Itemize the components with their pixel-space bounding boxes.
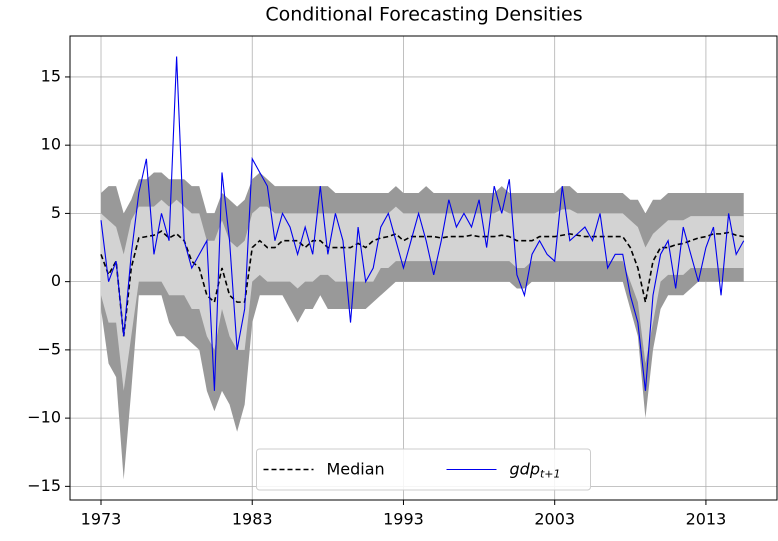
y-tick-label: 15	[41, 66, 61, 85]
chart-title: Conditional Forecasting Densities	[265, 4, 582, 26]
legend-label-sub: t+1	[540, 468, 561, 481]
median-line	[100, 230, 744, 337]
legend-box	[256, 448, 591, 491]
legend-label-main: gdp	[510, 459, 540, 478]
legend-label-main: Median	[327, 459, 385, 478]
legend-label: gdpt+1	[510, 459, 561, 481]
y-tick-label: −10	[27, 408, 61, 427]
x-tick-label: 2013	[686, 510, 727, 529]
x-tick-label: 1983	[232, 510, 273, 529]
plot-frame	[69, 35, 778, 501]
y-tick-label: 10	[41, 135, 61, 154]
x-tick-label: 1993	[383, 510, 424, 529]
x-tick-label: 2003	[534, 510, 575, 529]
x-tick-label: 1973	[81, 510, 122, 529]
y-tick-label: −5	[37, 339, 61, 358]
y-tick-label: −15	[27, 476, 61, 495]
legend-label: Median	[327, 459, 385, 478]
density-band	[101, 199, 744, 391]
y-tick-label: 5	[51, 203, 61, 222]
gdp-line	[100, 56, 745, 391]
y-tick-label: 0	[51, 271, 61, 290]
legend: Median gdpt+1	[256, 448, 591, 491]
